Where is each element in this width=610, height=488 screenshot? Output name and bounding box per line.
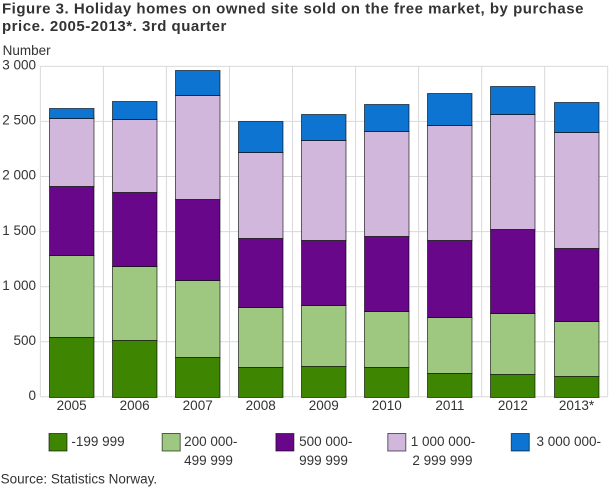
svg-text:Source: Statistics Norway.: Source: Statistics Norway. [1,472,158,487]
svg-text:500: 500 [13,333,36,348]
svg-text:2006: 2006 [120,398,150,413]
svg-text:price. 2005-2013*. 3rd quarter: price. 2005-2013*. 3rd quarter [2,18,227,35]
svg-text:3 000: 3 000 [2,58,36,73]
svg-text:2009: 2009 [309,398,339,413]
svg-text:999 999: 999 999 [299,453,348,468]
svg-text:2010: 2010 [372,398,402,413]
svg-text:2013*: 2013* [559,398,595,413]
svg-text:3 000 000-: 3 000 000- [537,434,602,449]
svg-text:0: 0 [28,388,36,403]
svg-text:Figure 3. Holiday homes on own: Figure 3. Holiday homes on owned site so… [2,0,584,17]
svg-text:2 999 999: 2 999 999 [412,453,472,468]
svg-text:1 000 000-: 1 000 000- [411,434,476,449]
svg-text:500 000-: 500 000- [299,434,352,449]
svg-text:2 500: 2 500 [2,113,36,128]
svg-text:Number: Number [3,43,52,58]
svg-text:200 000-: 200 000- [184,434,237,449]
svg-text:2008: 2008 [246,398,276,413]
svg-text:2012: 2012 [498,398,528,413]
svg-text:2007: 2007 [183,398,213,413]
svg-text:1 500: 1 500 [2,223,36,238]
svg-text:1 000: 1 000 [2,278,36,293]
svg-text:2011: 2011 [435,398,464,413]
svg-text:2005: 2005 [57,398,87,413]
svg-text:2 000: 2 000 [2,168,36,183]
svg-text:-199 999: -199 999 [71,434,124,449]
svg-text:499 999: 499 999 [184,453,233,468]
